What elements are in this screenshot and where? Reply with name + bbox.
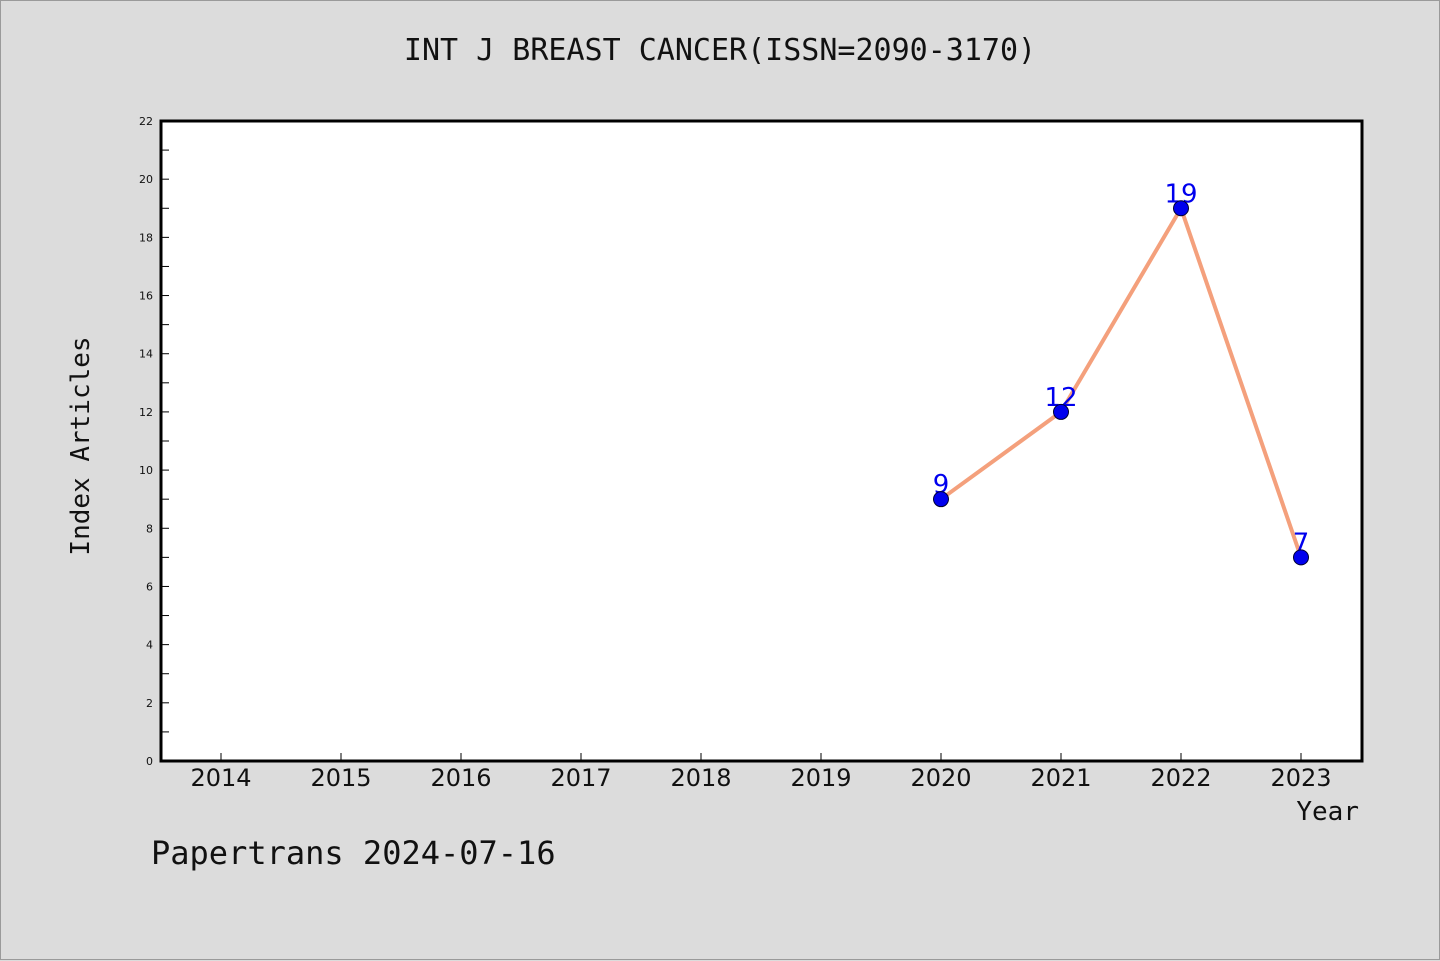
x-tick-label: 2022 bbox=[1150, 764, 1211, 792]
x-axis: 2014 2015 2016 2017 2018 2019 2020 2021 2022 2023 bbox=[190, 753, 1332, 792]
y-tick-label: 14 bbox=[139, 348, 153, 361]
y-tick-label: 8 bbox=[146, 522, 153, 535]
x-tick-label: 2023 bbox=[1270, 764, 1331, 792]
y-tick-label: 20 bbox=[139, 173, 153, 186]
x-tick-label: 2015 bbox=[310, 764, 371, 792]
x-tick-label: 2016 bbox=[430, 764, 491, 792]
y-tick-label: 2 bbox=[146, 697, 153, 710]
data-point bbox=[1173, 200, 1189, 217]
x-tick-label: 2019 bbox=[790, 764, 851, 792]
x-tick-label: 2021 bbox=[1030, 764, 1091, 792]
data-point bbox=[1293, 549, 1309, 566]
y-tick-label: 16 bbox=[139, 290, 153, 303]
data-point bbox=[933, 491, 949, 508]
x-tick-label: 2018 bbox=[670, 764, 731, 792]
y-tick-label: 12 bbox=[139, 406, 153, 419]
data-point bbox=[1053, 403, 1069, 420]
y-tick-label: 18 bbox=[139, 231, 153, 244]
y-tick-label: 4 bbox=[146, 639, 153, 652]
x-tick-label: 2017 bbox=[550, 764, 611, 792]
chart-title: INT J BREAST CANCER(ISSN=2090-3170) bbox=[403, 33, 1037, 68]
y-axis: 0 2 4 6 8 10 12 14 16 18 20 22 bbox=[139, 115, 169, 768]
x-tick-label: 2020 bbox=[910, 764, 971, 792]
series-line bbox=[939, 206, 1303, 560]
y-tick-label: 0 bbox=[146, 755, 153, 768]
y-tick-label: 22 bbox=[139, 115, 153, 128]
plot-area bbox=[159, 119, 1364, 763]
x-tick-label: 2014 bbox=[190, 764, 251, 792]
y-tick-label: 10 bbox=[139, 464, 153, 477]
y-tick-label: 6 bbox=[146, 580, 153, 593]
footer-credit: Papertrans 2024-07-16 bbox=[151, 834, 556, 872]
x-axis-label: Year bbox=[1296, 797, 1359, 827]
